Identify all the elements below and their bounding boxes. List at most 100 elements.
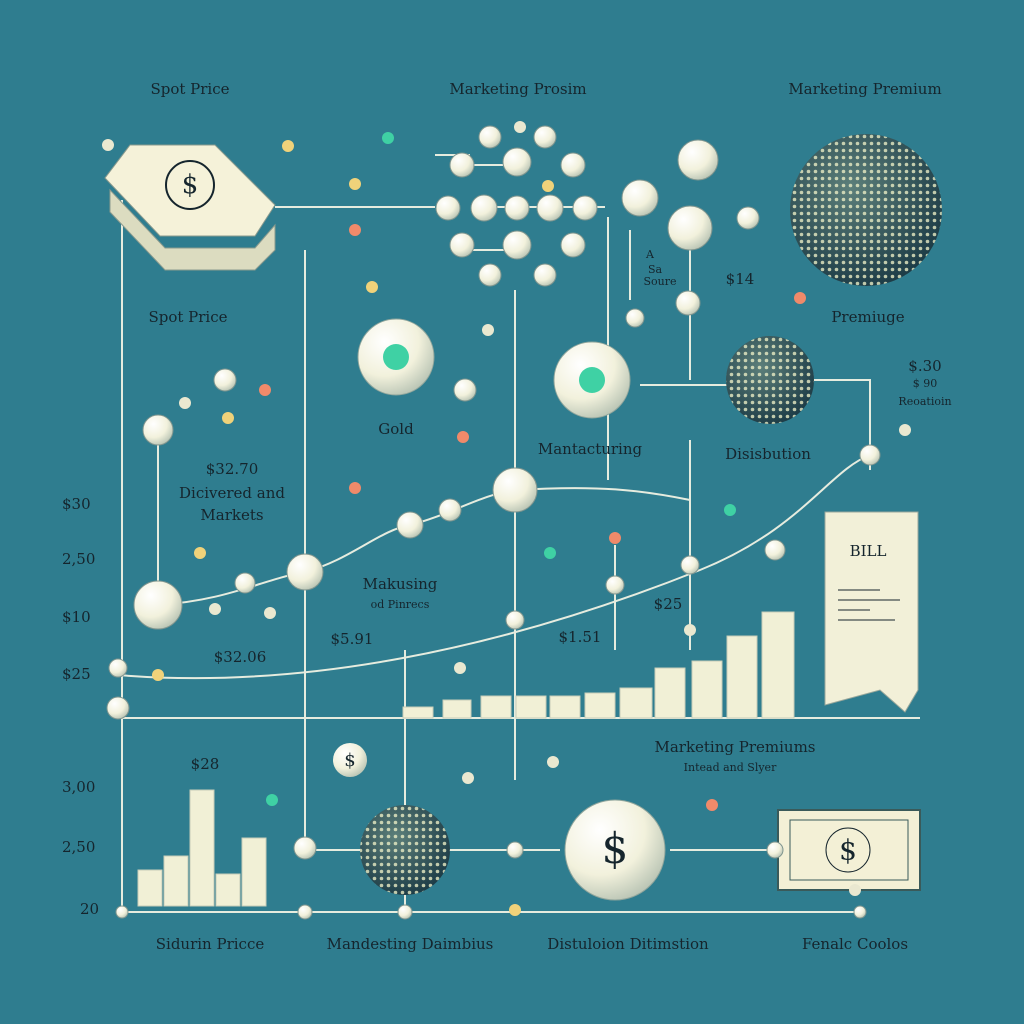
node: [435, 195, 461, 221]
node: [453, 378, 477, 402]
node: [234, 572, 256, 594]
node: [293, 836, 317, 860]
node: [492, 467, 538, 513]
axis-label: 2,50: [62, 838, 95, 856]
dot: [102, 139, 114, 151]
shape: [442, 699, 472, 719]
dot: [849, 884, 861, 896]
label: Gold: [378, 420, 414, 438]
axis-label: $25: [62, 665, 91, 683]
node: [142, 414, 174, 446]
shape: [789, 819, 909, 881]
label: Sa: [648, 263, 663, 276]
label: Marketing Premiums: [654, 738, 815, 756]
dot: [349, 224, 361, 236]
node: [560, 232, 586, 258]
dot: [794, 292, 806, 304]
axis-label: 3,00: [62, 778, 95, 796]
footer-text: Sidurin Pricce: [156, 935, 265, 953]
node: [859, 444, 881, 466]
shape: [515, 695, 547, 719]
label: $1.51: [559, 628, 602, 646]
labels: Spot Price Marketing Prosim Marketing Pr…: [62, 80, 952, 953]
dotted-spheres: [360, 134, 942, 895]
node: [506, 841, 524, 859]
node: [108, 658, 128, 678]
dot: [544, 547, 556, 559]
dot: [547, 756, 559, 768]
shape: [480, 695, 512, 719]
dot: [266, 794, 278, 806]
dot: [264, 607, 276, 619]
node: [572, 195, 598, 221]
shape: [825, 827, 871, 873]
label: Markets: [200, 506, 263, 524]
dollar-card-stack: $: [104, 144, 276, 271]
axis-label: 2,50: [62, 550, 95, 568]
label: Disisbution: [725, 445, 811, 463]
footer-text: Distuloion Ditimstion: [547, 935, 709, 953]
label: $ 90: [913, 377, 938, 390]
dot: [194, 547, 206, 559]
shape: [241, 837, 267, 907]
dollar-icon: $: [839, 834, 857, 867]
node: [625, 308, 645, 328]
shape: [104, 144, 276, 237]
label: $32.70: [206, 460, 259, 478]
node: [766, 841, 784, 859]
shape: [564, 799, 666, 901]
dollar-icon: $: [602, 824, 629, 873]
shape: [163, 855, 189, 907]
label: Intead and Slyer: [684, 761, 777, 774]
label: Premiuge: [831, 308, 904, 326]
dot: [454, 662, 466, 674]
label: od Pinrecs: [371, 598, 430, 611]
node: [502, 230, 532, 260]
node: [133, 580, 183, 630]
bill-label: BILL: [850, 542, 887, 560]
node: [605, 575, 625, 595]
dot: [706, 799, 718, 811]
dot: [349, 482, 361, 494]
node: [680, 555, 700, 575]
label: Reoatioin: [898, 395, 951, 408]
shape: [189, 789, 215, 907]
node: [397, 904, 413, 920]
dot: [209, 603, 221, 615]
axis-label: $10: [62, 608, 91, 626]
node: [764, 539, 786, 561]
label: $5.91: [331, 630, 374, 648]
dot: [542, 180, 554, 192]
label: Mantacturing: [538, 440, 643, 458]
shape: [619, 687, 653, 719]
dot: [259, 384, 271, 396]
node: [470, 194, 498, 222]
shape: [726, 635, 758, 719]
receipt: BILL: [824, 511, 919, 713]
shape: [777, 809, 921, 891]
node: [667, 205, 713, 251]
header-text: Marketing Prosim: [449, 80, 586, 98]
dollar-icon: $: [182, 170, 199, 200]
shape: [654, 667, 686, 719]
dot: [349, 178, 361, 190]
node: [533, 263, 557, 287]
header-text: Marketing Premium: [788, 80, 941, 98]
dot: [509, 904, 521, 916]
node: [853, 905, 867, 919]
shape: [726, 336, 814, 424]
shape: [402, 706, 434, 719]
node: [502, 147, 532, 177]
shape: [824, 511, 919, 713]
dot: [514, 121, 526, 133]
banknote: $: [777, 809, 921, 891]
axis-label: 20: [80, 900, 99, 918]
label: Makusing: [363, 575, 438, 593]
node: [621, 179, 659, 217]
label: $14: [726, 270, 755, 288]
footer-text: Fenalc Coolos: [802, 935, 908, 953]
node: [505, 610, 525, 630]
dot: [366, 281, 378, 293]
